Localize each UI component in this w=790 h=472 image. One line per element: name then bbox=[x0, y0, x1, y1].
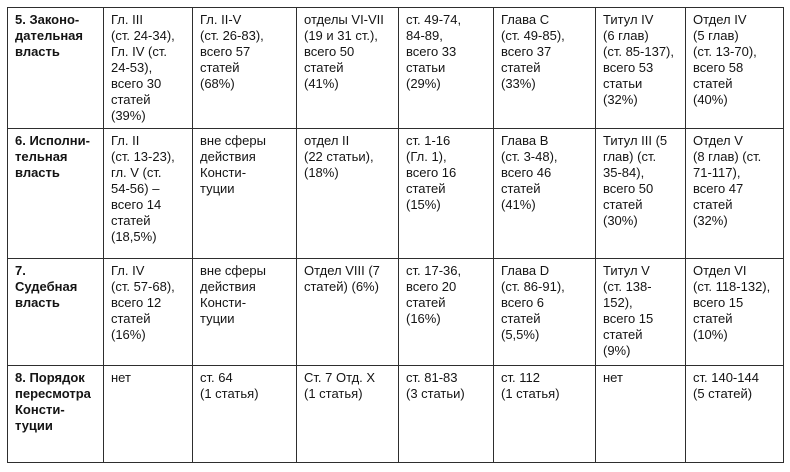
cell-r8-c7: нет bbox=[595, 365, 686, 463]
cell-r5-c4: отделы VI-VII (19 и 31 ст.), всего 50 ст… bbox=[296, 7, 399, 129]
cell-r7-c6: Глава D (ст. 86-91), всего 6 статей (5,5… bbox=[493, 258, 596, 366]
table-row-legislative-power: 5. Законо- дательная власть Гл. III (ст.… bbox=[7, 7, 784, 129]
cell-r5-c3: Гл. II-V (ст. 26-83), всего 57 статей (6… bbox=[192, 7, 297, 129]
cell-r7-c7: Титул V (ст. 138- 152), всего 15 статей … bbox=[595, 258, 686, 366]
table-row-constitution-revision: 8. Порядок пересмотра Консти- туции нет … bbox=[7, 365, 784, 463]
cell-r8-c2: нет bbox=[103, 365, 193, 463]
row-header-executive-power: 6. Исполни- тельная власть bbox=[7, 128, 104, 259]
cell-r7-c3: вне сферы действия Консти- туции bbox=[192, 258, 297, 366]
cell-r6-c5: ст. 1-16 (Гл. 1), всего 16 статей (15%) bbox=[398, 128, 494, 259]
cell-r8-c5: ст. 81-83 (3 статьи) bbox=[398, 365, 494, 463]
cell-r5-c7: Титул IV (6 глав) (ст. 85-137), всего 53… bbox=[595, 7, 686, 129]
constitutions-comparison-table: 5. Законо- дательная власть Гл. III (ст.… bbox=[7, 7, 784, 463]
cell-r7-c2: Гл. IV (ст. 57-68), всего 12 статей (16%… bbox=[103, 258, 193, 366]
cell-r8-c3: ст. 64 (1 статья) bbox=[192, 365, 297, 463]
cell-r7-c4: Отдел VIII (7 статей) (6%) bbox=[296, 258, 399, 366]
row-header-judicial-power: 7. Судебная власть bbox=[7, 258, 104, 366]
cell-r6-c4: отдел II (22 статьи), (18%) bbox=[296, 128, 399, 259]
cell-r7-c8: Отдел VI (ст. 118-132), всего 15 статей … bbox=[685, 258, 784, 366]
row-header-legislative-power: 5. Законо- дательная власть bbox=[7, 7, 104, 129]
cell-r8-c6: ст. 112 (1 статья) bbox=[493, 365, 596, 463]
cell-r6-c3: вне сферы действия Консти- туции bbox=[192, 128, 297, 259]
cell-r8-c4: Ст. 7 Отд. X (1 статья) bbox=[296, 365, 399, 463]
table-row-judicial-power: 7. Судебная власть Гл. IV (ст. 57-68), в… bbox=[7, 258, 784, 366]
cell-r5-c2: Гл. III (ст. 24-34), Гл. IV (ст. 24-53),… bbox=[103, 7, 193, 129]
cell-r5-c6: Глава C (ст. 49-85), всего 37 статей (33… bbox=[493, 7, 596, 129]
cell-r6-c8: Отдел V (8 глав) (ст. 71-117), всего 47 … bbox=[685, 128, 784, 259]
cell-r6-c2: Гл. II (ст. 13-23), гл. V (ст. 54-56) – … bbox=[103, 128, 193, 259]
cell-r6-c6: Глава B (ст. 3-48), всего 46 статей (41%… bbox=[493, 128, 596, 259]
cell-r5-c5: ст. 49-74, 84-89, всего 33 статьи (29%) bbox=[398, 7, 494, 129]
cell-r7-c5: ст. 17-36, всего 20 статей (16%) bbox=[398, 258, 494, 366]
row-header-constitution-revision: 8. Порядок пересмотра Консти- туции bbox=[7, 365, 104, 463]
cell-r8-c8: ст. 140-144 (5 статей) bbox=[685, 365, 784, 463]
table-row-executive-power: 6. Исполни- тельная власть Гл. II (ст. 1… bbox=[7, 128, 784, 259]
cell-r5-c8: Отдел IV (5 глав) (ст. 13-70), всего 58 … bbox=[685, 7, 784, 129]
cell-r6-c7: Титул III (5 глав) (ст. 35-84), всего 50… bbox=[595, 128, 686, 259]
